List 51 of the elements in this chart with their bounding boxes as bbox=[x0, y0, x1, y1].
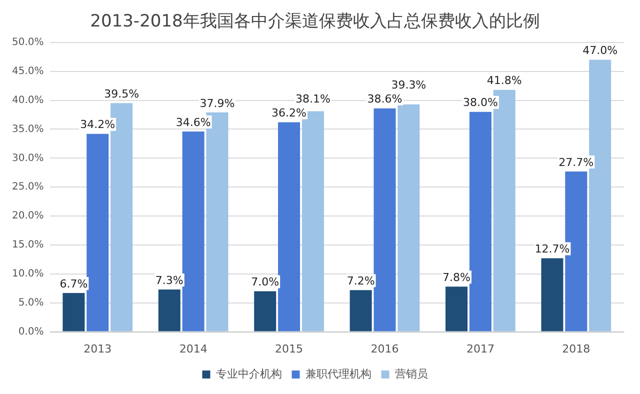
bar bbox=[469, 112, 492, 332]
y-tick-label: 50.0% bbox=[12, 36, 44, 48]
y-tick-label: 20.0% bbox=[12, 210, 44, 222]
bar bbox=[86, 134, 109, 332]
data-label: 39.5% bbox=[104, 88, 140, 101]
data-label: 39.3% bbox=[391, 78, 426, 92]
data-label: 6.7% bbox=[60, 277, 88, 290]
data-label: 7.2% bbox=[346, 274, 375, 288]
data-label: 7.8% bbox=[442, 271, 470, 284]
bar bbox=[62, 293, 85, 332]
legend-label: 专业中介机构 bbox=[216, 367, 282, 380]
data-label: 41.8% bbox=[486, 74, 522, 88]
bar bbox=[158, 290, 180, 332]
x-tick-label: 2016 bbox=[370, 342, 399, 356]
legend-label: 营销员 bbox=[394, 367, 428, 380]
data-label: 37.9% bbox=[200, 96, 235, 110]
y-tick-label: 35.0% bbox=[12, 124, 44, 135]
bar bbox=[541, 258, 564, 332]
bar bbox=[446, 286, 468, 332]
bar bbox=[350, 290, 372, 332]
bar bbox=[398, 104, 420, 332]
y-tick-label: 30.0% bbox=[12, 152, 44, 164]
bar bbox=[374, 108, 396, 332]
x-tick-label: 2014 bbox=[179, 342, 208, 356]
y-tick-label: 25.0% bbox=[12, 182, 44, 193]
chart-title: 2013-2018年我国各中介渠道保费收入占总保费收入的比例 bbox=[90, 12, 540, 32]
data-label: 47.0% bbox=[582, 44, 618, 58]
bar bbox=[182, 132, 204, 332]
y-tick-label: 5.0% bbox=[18, 297, 44, 308]
y-tick-label: 10.0% bbox=[12, 268, 44, 280]
data-label: 34.2% bbox=[80, 118, 116, 132]
data-label: 36.2% bbox=[272, 106, 307, 120]
y-tick-label: 15.0% bbox=[12, 240, 44, 251]
x-tick-label: 2013 bbox=[84, 342, 112, 356]
data-label: 27.7% bbox=[558, 156, 594, 169]
data-label: 38.0% bbox=[462, 96, 498, 110]
legend-label: 兼职代理机构 bbox=[305, 367, 372, 380]
data-label: 34.6% bbox=[176, 116, 211, 129]
data-label: 12.7% bbox=[534, 242, 570, 256]
y-tick-label: 45.0% bbox=[12, 66, 44, 77]
bar bbox=[278, 122, 300, 332]
data-label: 38.1% bbox=[295, 92, 330, 106]
y-tick-label: 40.0% bbox=[12, 94, 44, 106]
x-tick-label: 2018 bbox=[562, 342, 590, 356]
x-tick-label: 2017 bbox=[466, 342, 494, 356]
data-label: 38.6% bbox=[367, 92, 402, 106]
y-tick-label: 0.0% bbox=[18, 326, 44, 338]
data-label: 7.0% bbox=[251, 276, 280, 289]
bar bbox=[254, 291, 276, 332]
data-label: 7.3% bbox=[155, 274, 184, 287]
x-tick-label: 2015 bbox=[275, 342, 304, 356]
